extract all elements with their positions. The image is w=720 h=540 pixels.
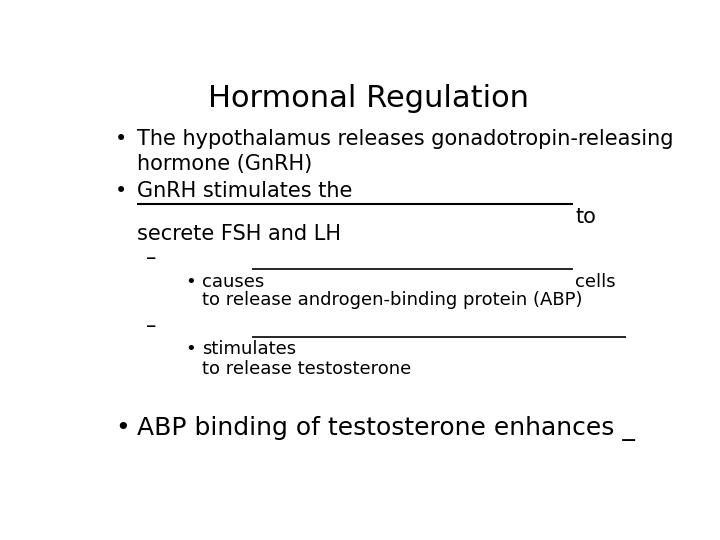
Text: •: • — [115, 129, 127, 149]
Text: GnRH stimulates the: GnRH stimulates the — [138, 181, 353, 201]
Text: to: to — [575, 207, 596, 227]
Text: –: – — [145, 248, 156, 268]
Text: •: • — [115, 181, 127, 201]
Text: •: • — [185, 340, 196, 358]
Text: to release testosterone: to release testosterone — [202, 360, 411, 378]
Text: ABP binding of testosterone enhances _: ABP binding of testosterone enhances _ — [138, 416, 635, 441]
Text: •: • — [185, 273, 196, 291]
Text: secrete FSH and LH: secrete FSH and LH — [138, 224, 341, 244]
Text: The hypothalamus releases gonadotropin-releasing
hormone (GnRH): The hypothalamus releases gonadotropin-r… — [138, 129, 674, 174]
Text: causes: causes — [202, 273, 264, 291]
Text: •: • — [115, 416, 130, 440]
Text: cells: cells — [575, 273, 616, 291]
Text: –: – — [145, 316, 156, 336]
Text: Hormonal Regulation: Hormonal Regulation — [209, 84, 529, 112]
Text: to release androgen-binding protein (ABP): to release androgen-binding protein (ABP… — [202, 292, 582, 309]
Text: stimulates: stimulates — [202, 340, 296, 358]
